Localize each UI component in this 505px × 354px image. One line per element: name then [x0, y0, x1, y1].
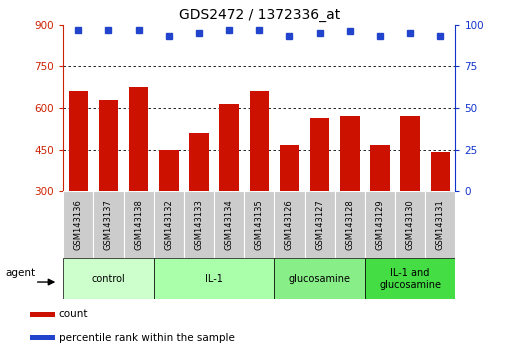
Text: agent: agent	[5, 268, 35, 278]
Bar	[399, 116, 419, 191]
Bar	[30, 312, 55, 317]
Text: GSM143135: GSM143135	[255, 199, 263, 250]
Bar	[123, 191, 154, 258]
Bar	[244, 191, 274, 258]
Bar	[364, 258, 454, 299]
Bar	[98, 100, 118, 191]
Text: GSM143128: GSM143128	[344, 199, 354, 250]
Bar	[274, 258, 364, 299]
Text: percentile rank within the sample: percentile rank within the sample	[59, 332, 234, 343]
Text: GSM143138: GSM143138	[134, 199, 143, 250]
Bar	[249, 91, 269, 191]
Text: GSM143136: GSM143136	[74, 199, 83, 250]
Bar	[63, 258, 154, 299]
Text: IL-1 and
glucosamine: IL-1 and glucosamine	[378, 268, 440, 290]
Bar	[394, 191, 424, 258]
Text: GSM143137: GSM143137	[104, 199, 113, 250]
Bar	[214, 191, 244, 258]
Bar	[279, 145, 298, 191]
Bar	[430, 152, 449, 191]
Bar	[274, 191, 304, 258]
Text: GSM143131: GSM143131	[435, 199, 444, 250]
Text: IL-1: IL-1	[205, 274, 223, 284]
Text: glucosamine: glucosamine	[288, 274, 350, 284]
Bar	[68, 91, 88, 191]
Bar	[309, 118, 329, 191]
Bar	[219, 104, 238, 191]
Bar	[334, 191, 364, 258]
Title: GDS2472 / 1372336_at: GDS2472 / 1372336_at	[178, 8, 339, 22]
Bar	[183, 191, 214, 258]
Text: GSM143134: GSM143134	[224, 199, 233, 250]
Bar	[159, 149, 178, 191]
Bar	[339, 116, 359, 191]
Text: GSM143127: GSM143127	[315, 199, 324, 250]
Bar	[424, 191, 454, 258]
Bar	[304, 191, 334, 258]
Bar	[370, 145, 389, 191]
Text: GSM143130: GSM143130	[405, 199, 414, 250]
Bar	[30, 335, 55, 340]
Text: count: count	[59, 309, 88, 320]
Bar	[364, 191, 394, 258]
Bar	[189, 133, 209, 191]
Text: GSM143132: GSM143132	[164, 199, 173, 250]
Bar	[63, 191, 93, 258]
Text: GSM143133: GSM143133	[194, 199, 203, 250]
Bar	[154, 191, 183, 258]
Text: GSM143129: GSM143129	[375, 199, 384, 250]
Bar	[93, 191, 123, 258]
Text: control: control	[91, 274, 125, 284]
Bar	[154, 258, 274, 299]
Bar	[129, 87, 148, 191]
Text: GSM143126: GSM143126	[284, 199, 293, 250]
